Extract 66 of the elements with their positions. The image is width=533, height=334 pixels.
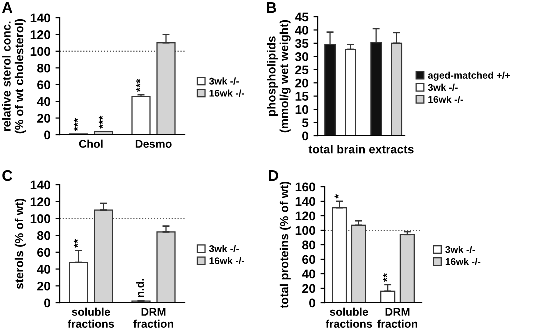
y-tick-label: 100	[30, 214, 50, 224]
y-tick-label: 10	[296, 105, 308, 114]
legend-label: 3wk -/-	[446, 246, 476, 254]
y-tick-label: 100	[296, 226, 316, 236]
y-tick-label: 35	[295, 39, 309, 48]
x-tick-label: Desmo	[136, 140, 172, 148]
y-tick-label: 120	[30, 198, 50, 207]
y-tick-label: 160	[296, 182, 316, 192]
y-tick-label: 80	[302, 240, 316, 250]
y-tick-label: 80	[37, 64, 50, 73]
y-tick-label: 0	[302, 132, 308, 141]
y-tick-label: 40	[37, 97, 50, 106]
y-tick-label: 20	[38, 282, 50, 291]
x-tick-label: soluble fractions	[68, 308, 114, 328]
legend-label: 3wk -/-	[209, 78, 240, 85]
x-tick-label: DRM fraction	[378, 308, 418, 328]
y-tick-label: 120	[30, 30, 50, 40]
y-tick-label: 60	[38, 248, 50, 258]
data-label: n.d.	[136, 279, 144, 298]
y-tick-label: 40	[37, 265, 50, 274]
legend-label: 16wk -/-	[446, 258, 481, 266]
data-label: **	[74, 239, 78, 248]
x-tick-label: soluble fractions	[326, 308, 372, 328]
legend-label: 16wk -/-	[428, 96, 464, 104]
y-axis-title: total proteins (% of wt)	[280, 182, 291, 308]
y-tick-label: 25	[296, 66, 309, 75]
y-tick-label: 45	[295, 12, 309, 22]
y-tick-label: 0	[310, 298, 316, 308]
data-label: ***	[136, 79, 141, 92]
y-tick-label: 140	[296, 197, 316, 206]
y-tick-label: 40	[295, 26, 308, 35]
x-axis-title: total brain extracts	[308, 145, 414, 154]
y-tick-label: 120	[296, 212, 316, 221]
chart-title: B	[267, 2, 276, 14]
y-tick-label: 140	[30, 14, 50, 23]
y-tick-label: 40	[302, 270, 316, 279]
y-axis-title: sterols (% of wt)	[14, 199, 26, 290]
y-tick-label: 0	[44, 298, 50, 308]
y-tick-label: 20	[296, 78, 308, 88]
chart-title: A	[2, 2, 13, 14]
y-tick-label: 5	[302, 118, 309, 128]
legend-label: 3wk -/-	[428, 84, 458, 92]
data-label: **	[383, 273, 388, 282]
chart-title: D	[269, 170, 278, 182]
y-tick-label: 0	[44, 130, 50, 140]
chart-title: C	[2, 170, 13, 182]
legend-label: 16wk -/-	[210, 90, 244, 97]
y-tick-label: 30	[295, 52, 308, 62]
y-tick-label: 100	[30, 47, 50, 56]
y-tick-label: 60	[38, 80, 50, 90]
y-tick-label: 140	[30, 180, 50, 190]
y-axis-title: phospholipids (mmol/g wet weight)	[267, 20, 291, 133]
legend-label: aged-matched +/+	[428, 72, 510, 81]
data-label: ***	[74, 118, 78, 132]
legend-label: 3wk -/-	[209, 245, 240, 253]
y-tick-label: 60	[302, 255, 316, 264]
y-tick-label: 15	[296, 92, 309, 101]
y-tick-label: 20	[38, 114, 50, 123]
y-axis-title: relative sterol conc. (% of wt cholesterol)	[2, 19, 26, 134]
legend-label: 16wk -/-	[210, 257, 244, 265]
y-tick-label: 20	[302, 284, 316, 294]
data-label: ***	[98, 116, 104, 129]
data-label: *	[334, 194, 339, 199]
x-tick-label: DRM fraction	[134, 308, 174, 328]
y-tick-label: 80	[37, 231, 50, 240]
x-tick-label: Chol	[79, 140, 103, 148]
